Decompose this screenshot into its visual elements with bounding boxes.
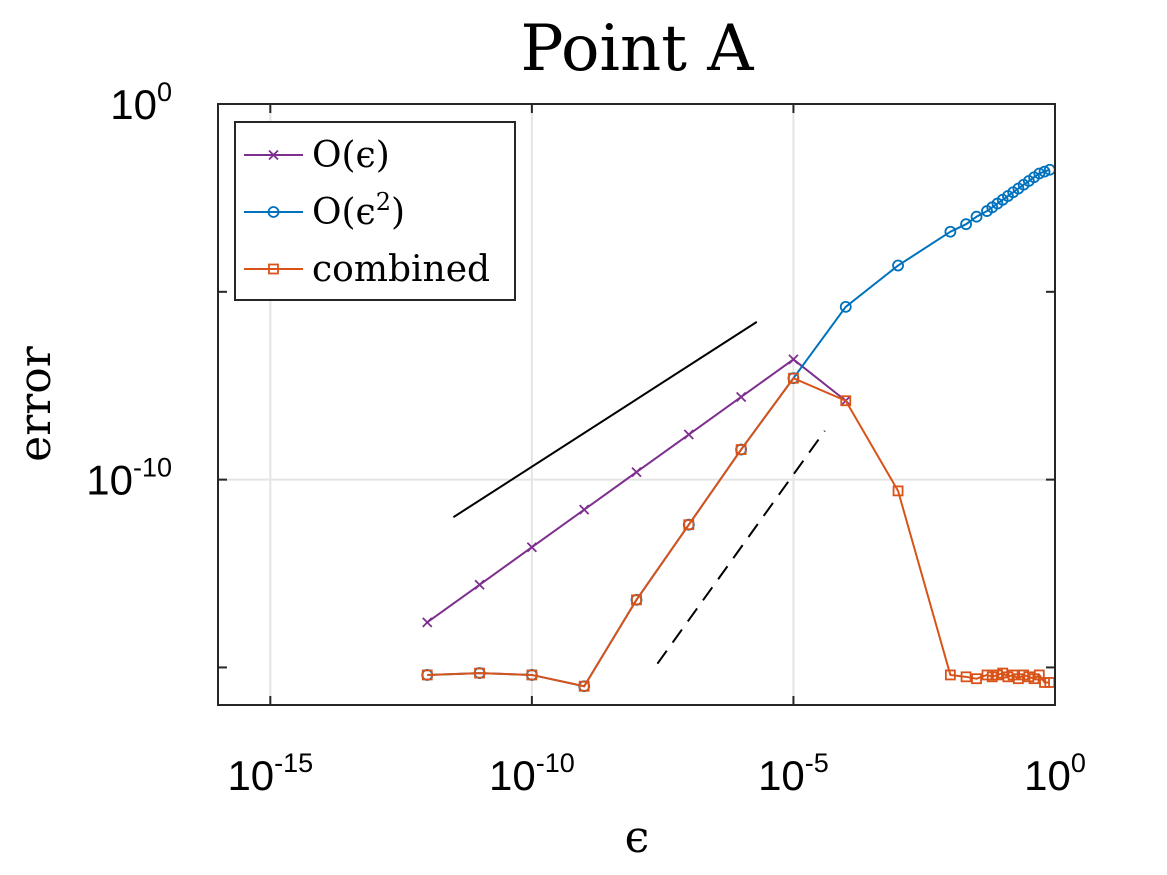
data-point [683, 429, 694, 440]
reference-line-slope-1 [452, 321, 758, 519]
x-tick-label-base: 10 [227, 752, 274, 799]
data-point [839, 300, 852, 313]
data-point [892, 485, 904, 497]
legend-label-tail: ) [391, 192, 405, 233]
y-tick-label-base: 10 [86, 457, 133, 504]
data-point [788, 372, 799, 384]
legend-label-base: combined [312, 249, 490, 290]
y-tick-label: 10-10 [86, 453, 172, 504]
x-tick-label: 10-10 [489, 748, 575, 799]
data-point [960, 218, 972, 231]
data-point [840, 395, 852, 407]
data-point [683, 519, 695, 531]
legend-label-base: O(ϵ [312, 192, 376, 233]
y-tick-label-exponent: -10 [133, 453, 172, 483]
legend-label-superscript: 2 [376, 188, 391, 216]
data-point [526, 542, 538, 553]
data-point [1038, 165, 1051, 178]
data-series [421, 163, 1056, 693]
axes-box [217, 103, 1056, 706]
x-tick-label-exponent: -15 [274, 748, 313, 778]
legend-marker [268, 149, 279, 161]
data-point [735, 444, 747, 455]
x-tick-label-exponent: -10 [536, 748, 575, 778]
chart-title: Point A [521, 12, 755, 86]
data-point [579, 504, 590, 515]
data-point [631, 594, 642, 606]
x-tick-label-base: 10 [758, 752, 805, 799]
x-tick-label-exponent: 0 [1071, 748, 1086, 778]
legend: O(ϵ)O(ϵ2)combined [234, 121, 516, 301]
series-0-group [422, 354, 851, 628]
x-tick-label-base: 10 [1024, 752, 1071, 799]
reference-lines [452, 321, 826, 665]
data-point [971, 673, 982, 685]
data-point [892, 259, 904, 272]
data-point [788, 354, 799, 365]
data-point [960, 671, 972, 683]
legend-marker [268, 263, 279, 275]
legend-label: O(ϵ2) [312, 188, 405, 233]
x-axis-label: ϵ [625, 812, 650, 863]
legend-label-base: O(ϵ) [312, 135, 390, 176]
data-point [578, 680, 590, 692]
data-point [631, 466, 642, 478]
data-point [1033, 167, 1046, 180]
series-2-group [421, 372, 1056, 692]
data-point [474, 667, 485, 679]
y-tick-label-base: 10 [110, 81, 157, 128]
x-tick-label: 10-15 [227, 748, 313, 799]
y-tick-label: 100 [110, 77, 172, 128]
legend-label: O(ϵ) [312, 135, 390, 176]
x-tick-label: 10-5 [758, 748, 829, 799]
x-tick-label: 100 [1024, 748, 1086, 799]
y-axis-label: error [10, 345, 61, 462]
reference-line-slope-2 [656, 430, 826, 665]
data-point [944, 669, 956, 681]
data-point [970, 210, 983, 223]
data-point [526, 669, 538, 681]
y-tick-label-exponent: 0 [157, 77, 172, 107]
data-point [474, 579, 485, 590]
data-point [422, 617, 433, 628]
x-tick-label-base: 10 [489, 752, 536, 799]
legend-marker [267, 206, 280, 218]
legend-label: combined [312, 249, 490, 290]
data-point [944, 225, 957, 238]
x-tick-label-exponent: -5 [805, 748, 829, 778]
data-point [421, 669, 433, 681]
data-point [735, 391, 747, 403]
